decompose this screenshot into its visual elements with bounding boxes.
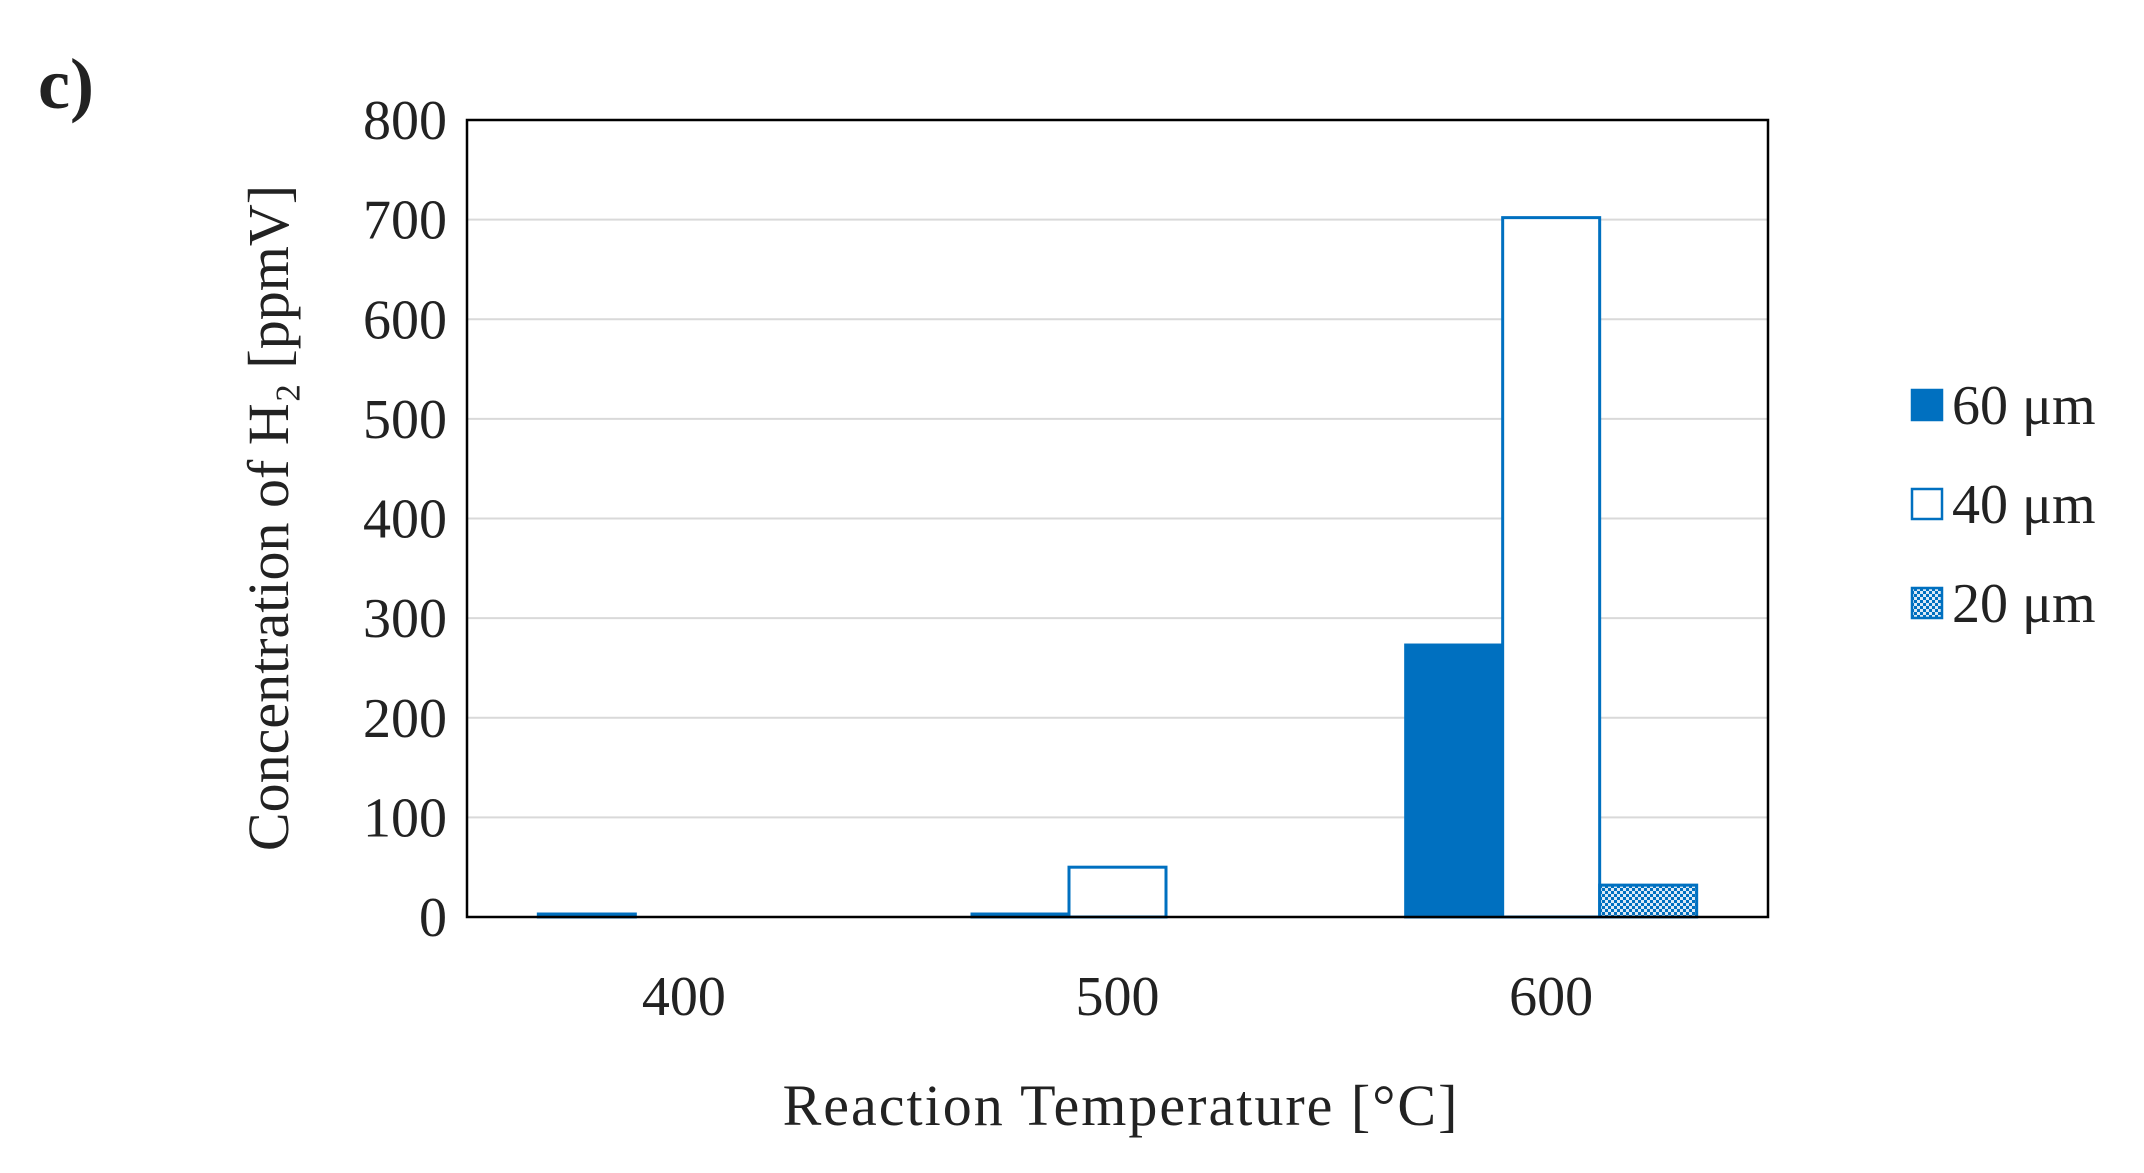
y-tick-label: 500 bbox=[363, 389, 447, 451]
legend-swatch bbox=[1910, 586, 1944, 620]
bar-20um-600 bbox=[1598, 883, 1699, 919]
x-axis-ticks: 400 500 600 bbox=[642, 966, 1593, 1028]
bar-40um-500 bbox=[1067, 865, 1168, 919]
y-axis-label: Concentration of H₂ [ppmV] bbox=[236, 185, 301, 851]
x-tick-label: 600 bbox=[1509, 966, 1593, 1028]
y-tick-label: 400 bbox=[363, 489, 447, 551]
y-tick-label: 100 bbox=[363, 787, 447, 849]
x-tick-label: 500 bbox=[1076, 966, 1160, 1028]
y-tick-label: 300 bbox=[363, 588, 447, 650]
bar-40um-600 bbox=[1501, 216, 1602, 919]
bar-60um-600 bbox=[1404, 643, 1505, 919]
plot-frame bbox=[465, 118, 1770, 919]
gridlines bbox=[467, 218, 1768, 819]
y-tick-label: 800 bbox=[363, 90, 447, 152]
legend-swatch bbox=[1910, 388, 1944, 422]
x-tick-label: 400 bbox=[642, 966, 726, 1028]
y-tick-label: 200 bbox=[363, 688, 447, 750]
legend-swatch bbox=[1910, 487, 1944, 521]
bars bbox=[536, 216, 1699, 919]
y-tick-label: 700 bbox=[363, 190, 447, 252]
y-tick-label: 600 bbox=[363, 289, 447, 351]
legend-label: 20 μm bbox=[1952, 573, 2096, 635]
y-axis-ticks: 0 100 200 300 400 500 600 700 800 bbox=[363, 90, 447, 949]
legend-label: 60 μm bbox=[1952, 375, 2096, 437]
panel-label: c) bbox=[38, 44, 94, 124]
legend: 60 μm 40 μm 20 μm bbox=[1910, 375, 2096, 635]
y-tick-label: 0 bbox=[419, 887, 447, 949]
legend-label: 40 μm bbox=[1952, 474, 2096, 536]
x-axis-label: Reaction Temperature [°C] bbox=[783, 1073, 1460, 1138]
